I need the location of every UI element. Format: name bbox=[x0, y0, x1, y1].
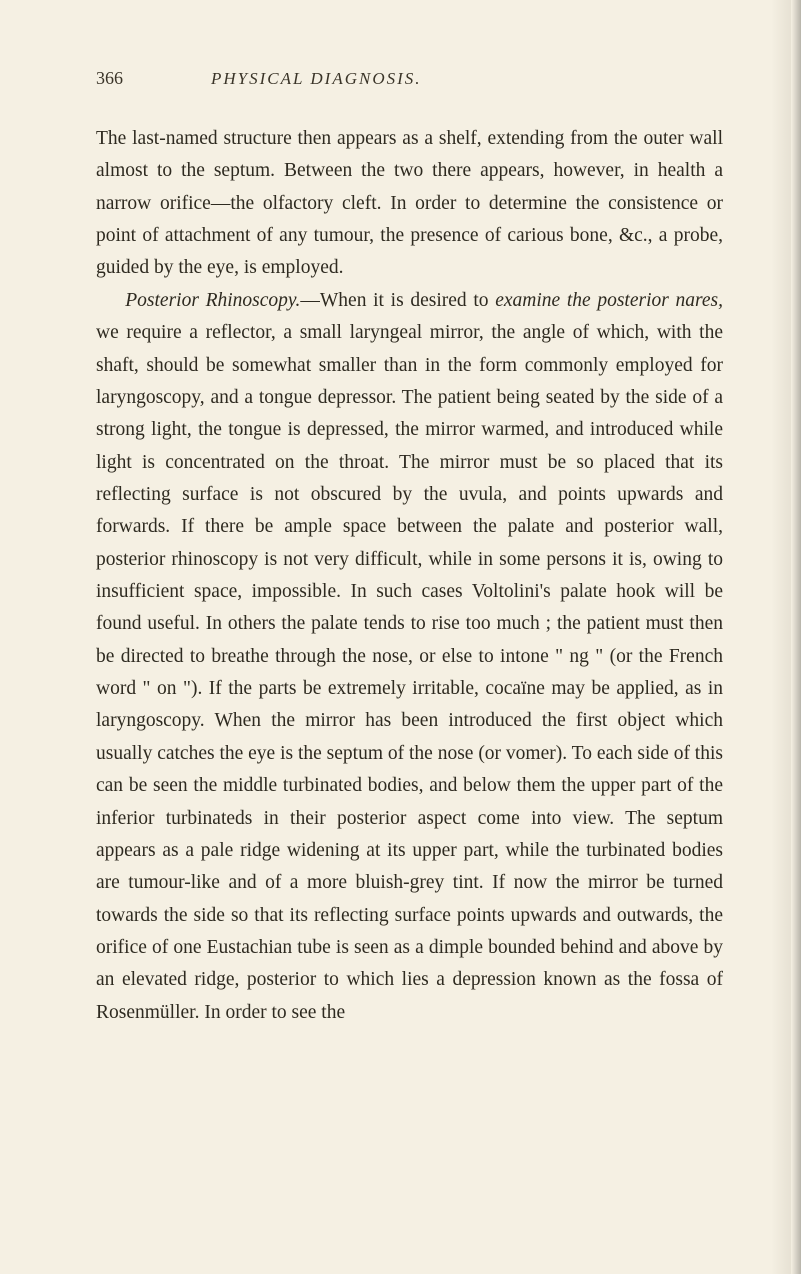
paragraph-2: Posterior Rhinoscopy.—When it is desired… bbox=[96, 285, 723, 1029]
paragraph-2-part-1: —When it is desired to bbox=[300, 290, 495, 311]
document-page: 366 PHYSICAL DIAGNOSIS. The last-named s… bbox=[0, 0, 801, 1274]
body-text: The last-named structure then appears as… bbox=[96, 123, 723, 1029]
page-edge-shadow bbox=[771, 0, 791, 1274]
page-header: 366 PHYSICAL DIAGNOSIS. bbox=[96, 68, 723, 89]
paragraph-2-part-2: we require a reflector, a small laryngea… bbox=[96, 322, 723, 1023]
paragraph-1: The last-named structure then appears as… bbox=[96, 123, 723, 285]
examine-term: examine the posterior nares, bbox=[495, 290, 723, 311]
running-title: PHYSICAL DIAGNOSIS. bbox=[211, 69, 422, 89]
page-number: 366 bbox=[96, 68, 123, 89]
page-right-edge bbox=[791, 0, 801, 1274]
posterior-rhinoscopy-term: Posterior Rhinoscopy. bbox=[125, 290, 300, 311]
